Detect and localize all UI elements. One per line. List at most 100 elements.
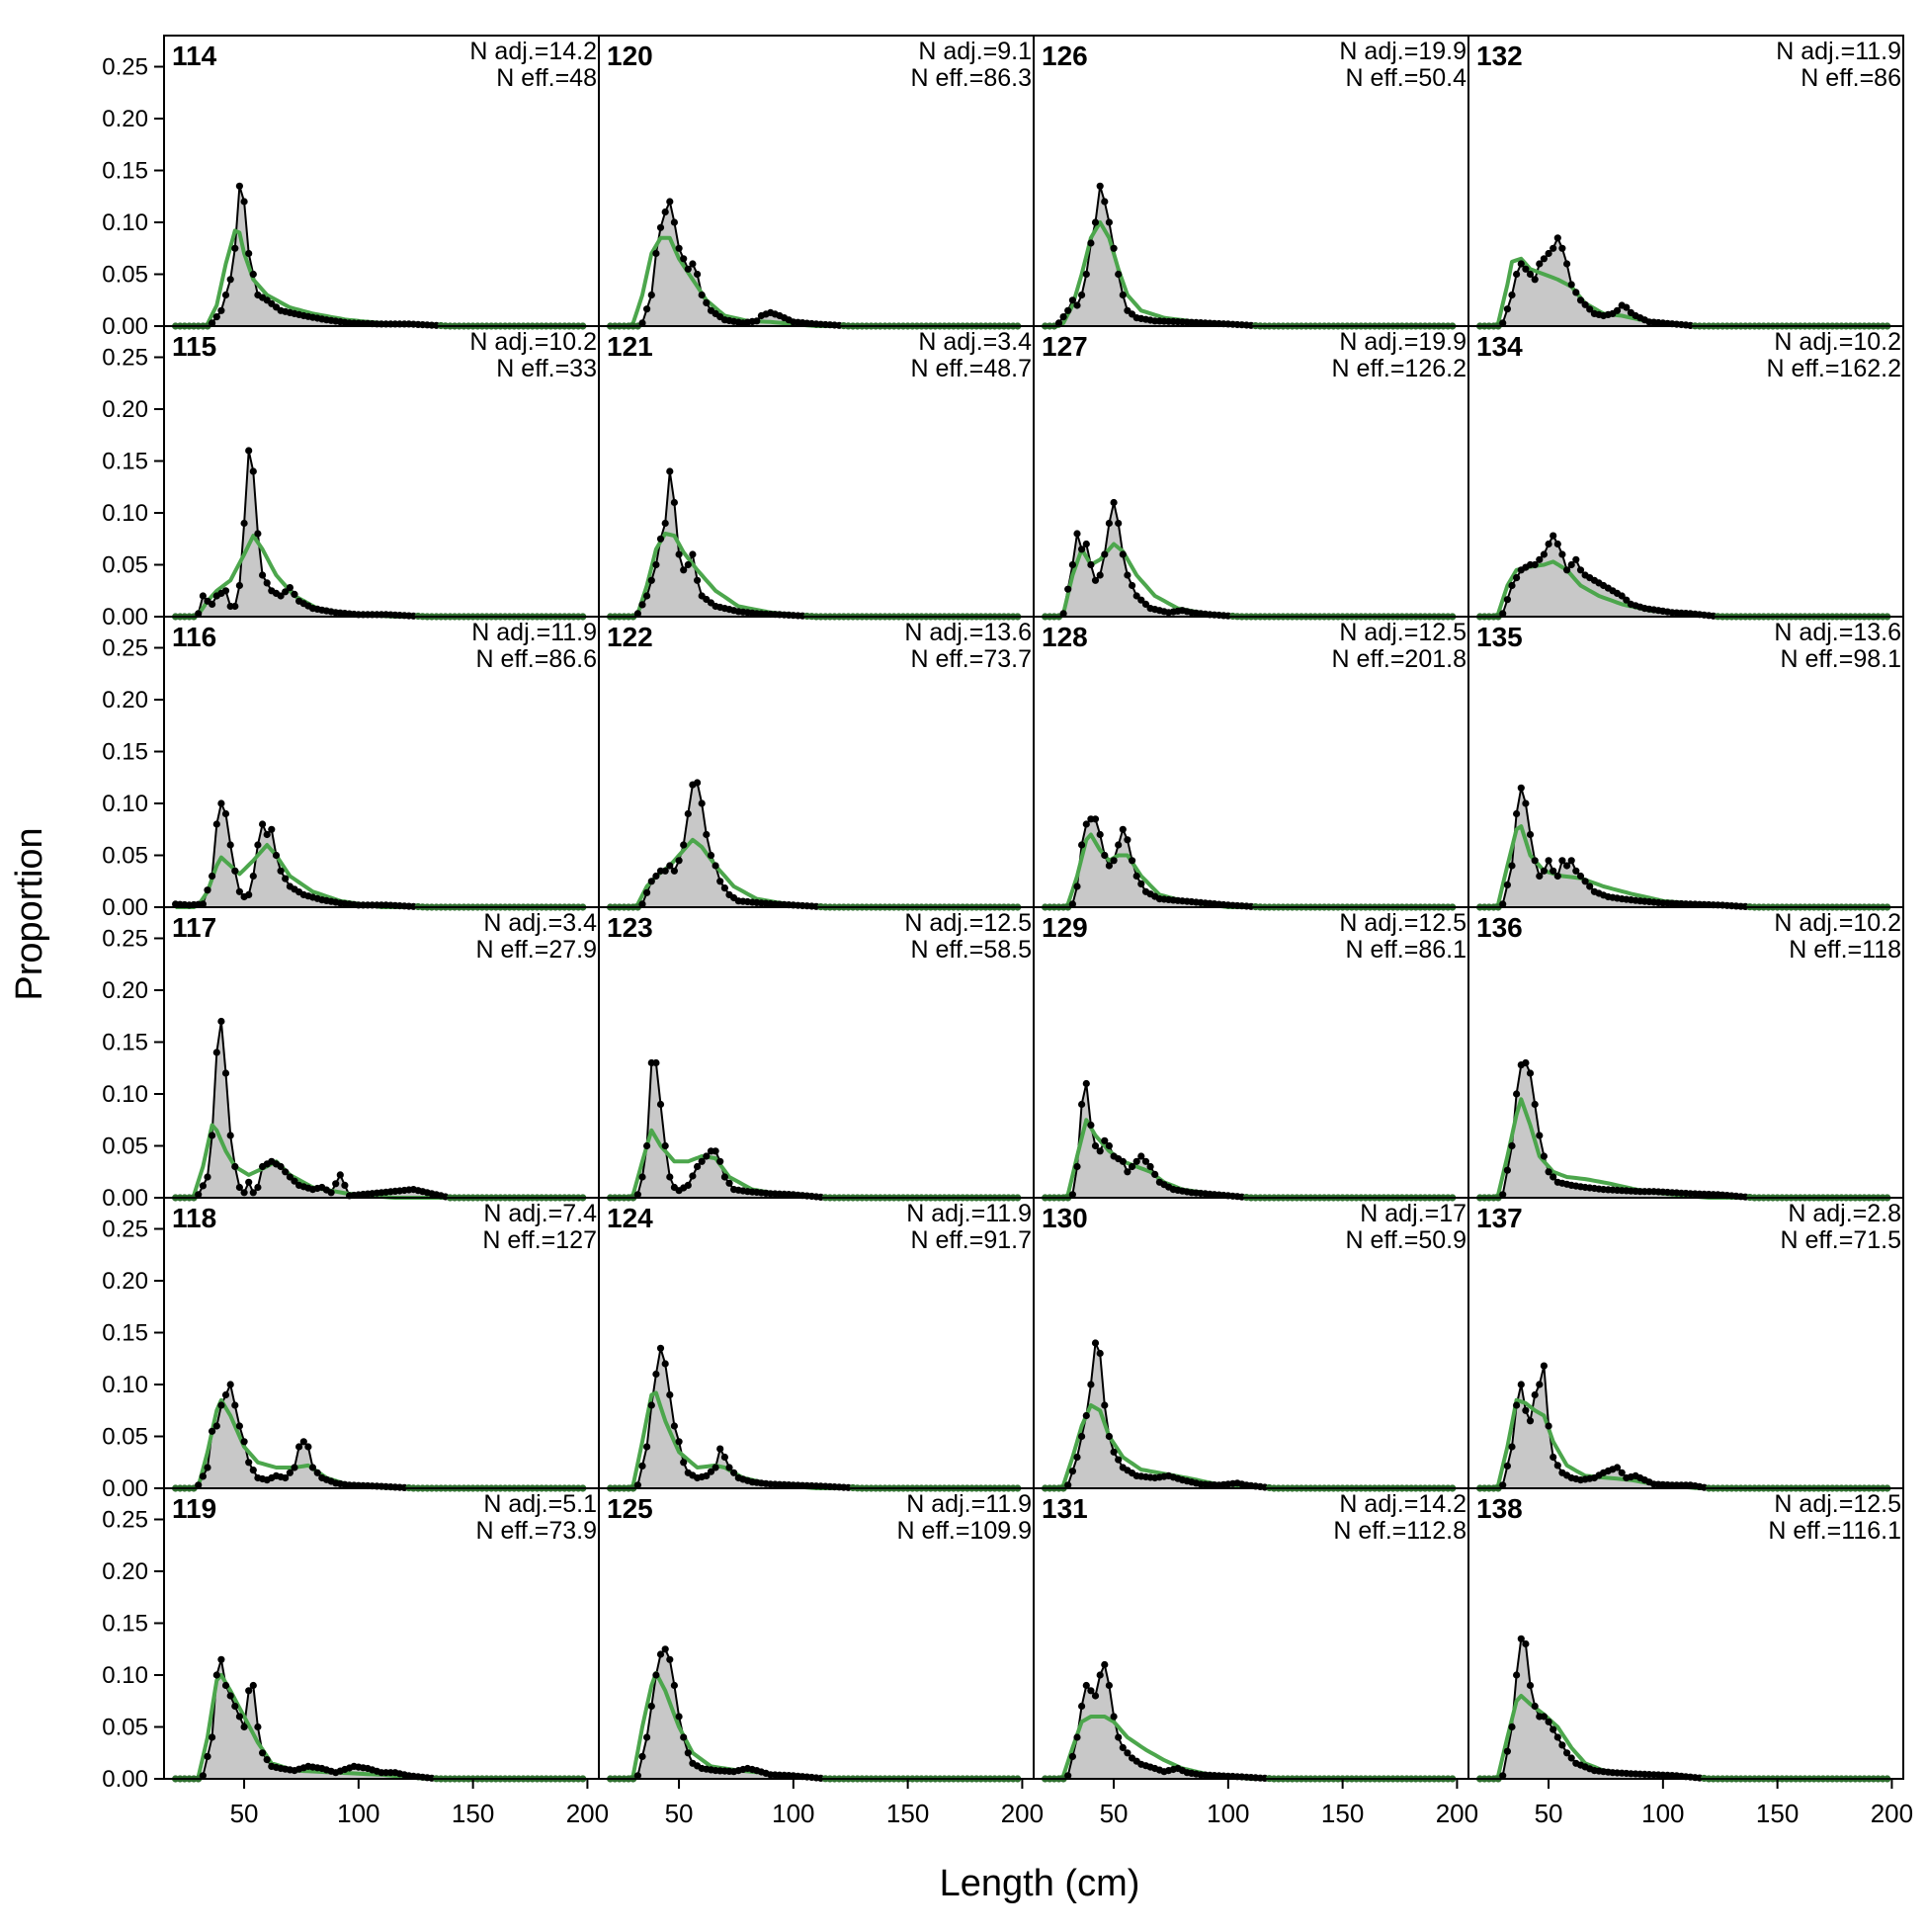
observed-point [643, 1141, 651, 1150]
observed-point [684, 809, 692, 818]
observed-area [175, 1021, 583, 1198]
observed-point [1536, 1132, 1544, 1139]
observed-point [1068, 1468, 1076, 1475]
observed-point [259, 571, 267, 579]
observed-point [1068, 560, 1076, 569]
y-tick-label: 0.25 [102, 926, 148, 953]
n-eff-label: N eff.=48.7 [910, 355, 1032, 382]
observed-point [235, 182, 243, 190]
observed-point [666, 1173, 674, 1181]
observed-point [703, 1471, 711, 1479]
n-adj-label: N adj.=11.9 [1776, 38, 1901, 65]
x-tick-label: 150 [886, 1799, 929, 1828]
n-eff-label: N eff.=126.2 [1332, 355, 1466, 382]
observed-point [1503, 305, 1511, 313]
y-axis-label: Proportion [9, 827, 50, 1000]
observed-point [1068, 1191, 1076, 1199]
panel-117: 117 N adj.=3.4N eff.=27.9 0.00 0.05 0.10 0.15… [102, 906, 600, 1212]
observed-point [684, 1749, 692, 1757]
observed-point [245, 1459, 253, 1467]
panel-120: 120 N adj.=9.1N eff.=86.3 [598, 35, 1035, 330]
observed-point [1078, 841, 1086, 849]
y-tick-label: 0.00 [102, 1475, 148, 1502]
observed-point [1073, 1453, 1081, 1462]
observed-point [1545, 1168, 1552, 1176]
observed-area [610, 783, 1018, 907]
observed-point [707, 851, 715, 860]
observed-point [249, 467, 257, 475]
observed-point [730, 1469, 738, 1476]
observed-point [212, 1422, 220, 1430]
panel-116: 116 N adj.=11.9N eff.=86.6 0.00 0.05 0.10 0.1… [102, 616, 600, 921]
observed-area [175, 451, 583, 617]
observed-point [1068, 900, 1076, 908]
observed-point [254, 841, 262, 849]
observed-point [638, 900, 646, 908]
y-tick-label: 0.25 [102, 345, 148, 372]
panel-label: 134 [1476, 331, 1523, 362]
observed-point [231, 602, 239, 611]
observed-point [240, 1189, 248, 1197]
observed-point [661, 519, 669, 528]
x-tick-label: 50 [665, 1799, 694, 1828]
observed-point [703, 298, 711, 306]
n-adj-label: N adj.=19.9 [1339, 328, 1466, 356]
observed-point [643, 305, 651, 313]
observed-point [680, 255, 688, 263]
observed-point [712, 1147, 719, 1155]
observed-point [638, 601, 646, 609]
n-adj-label: N adj.=17 [1360, 1200, 1466, 1227]
observed-point [1087, 1121, 1095, 1130]
observed-point [1119, 825, 1127, 833]
observed-point [1513, 574, 1521, 582]
panel-label: 132 [1476, 41, 1523, 71]
observed-point [204, 886, 211, 894]
observed-point [1096, 571, 1104, 579]
observed-point [1531, 1100, 1539, 1109]
observed-point [633, 1191, 642, 1199]
panel-136: 136 N adj.=10.2N eff.=118 [1467, 906, 1904, 1202]
observed-point [1115, 1733, 1123, 1741]
observed-point [245, 447, 253, 455]
observed-point [1526, 270, 1535, 279]
observed-point [707, 1468, 715, 1475]
observed-point [661, 1645, 669, 1653]
observed-area [610, 1348, 1018, 1488]
y-tick-label: 0.00 [102, 894, 148, 921]
observed-point [652, 1671, 660, 1679]
panel-131: 131 N adj.=14.2N eff.=112.8 50 100 150 200 [1033, 1487, 1478, 1828]
y-tick-label: 0.25 [102, 54, 148, 81]
observed-point [1115, 270, 1123, 279]
observed-point [245, 1178, 253, 1186]
observed-point [666, 1390, 674, 1399]
observed-point [712, 1464, 719, 1471]
panel-label: 131 [1042, 1493, 1088, 1524]
observed-point [1064, 585, 1072, 593]
observed-point [1105, 519, 1113, 528]
y-tick-label: 0.05 [102, 1715, 148, 1741]
observed-point [1553, 234, 1561, 242]
observed-point [1096, 182, 1104, 190]
observed-point [231, 867, 239, 875]
observed-point [1503, 1462, 1511, 1470]
observed-point [1073, 1733, 1081, 1741]
observed-point [694, 576, 702, 584]
panel-label: 127 [1042, 331, 1088, 362]
panel-125: 125 N adj.=11.9N eff.=109.9 50 100 150 200 [598, 1487, 1044, 1828]
y-tick-label: 0.15 [102, 449, 148, 475]
panel-119: 119 N adj.=5.1N eff.=73.9 0.00 0.05 0.10 0.15… [102, 1487, 609, 1828]
panel-130: 130 N adj.=17N eff.=50.9 [1033, 1197, 1469, 1492]
observed-area [1045, 1343, 1453, 1488]
observed-point [1545, 540, 1552, 548]
panel-121: 121 N adj.=3.4N eff.=48.7 [598, 325, 1035, 621]
observed-point [1503, 881, 1511, 889]
x-tick-label: 50 [230, 1799, 259, 1828]
observed-point [226, 1381, 234, 1388]
observed-point [1110, 1448, 1118, 1456]
observed-point [209, 1132, 216, 1139]
n-adj-label: N adj.=12.5 [1774, 1490, 1901, 1518]
observed-point [1508, 862, 1516, 870]
observed-point [670, 1422, 679, 1430]
y-tick-label: 0.10 [102, 500, 148, 527]
